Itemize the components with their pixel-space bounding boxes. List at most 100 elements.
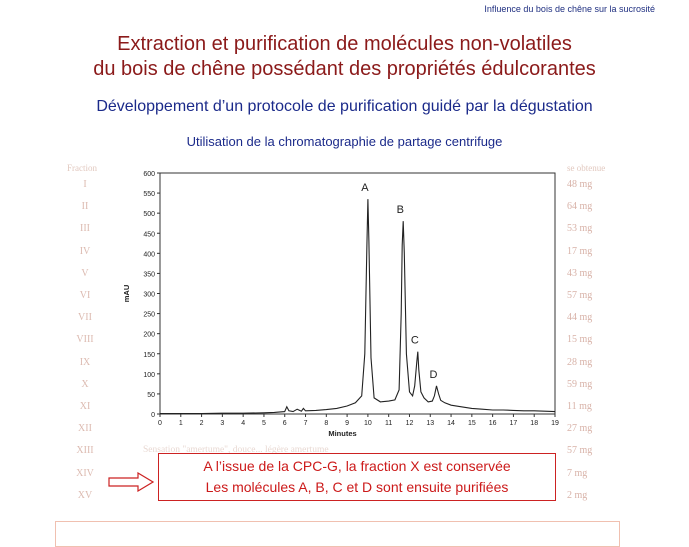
table-row: IV 17 mg xyxy=(55,241,620,263)
peak-label: A xyxy=(361,182,369,194)
table-row: XI 11 mg xyxy=(55,396,620,418)
page-title: Extraction et purification de molécules … xyxy=(0,32,689,82)
fraction-number: XIV xyxy=(76,467,94,479)
x-tick-label: 7 xyxy=(304,420,308,427)
fraction-mass: 44 mg xyxy=(567,312,593,324)
fraction-number: I xyxy=(83,179,87,190)
x-tick-label: 3 xyxy=(220,420,224,427)
x-tick-label: 0 xyxy=(158,420,162,427)
fraction-number: VII xyxy=(78,312,92,324)
fraction-mass: 48 mg xyxy=(567,179,593,190)
plot-frame xyxy=(159,172,556,415)
conclusion-line-1: A l’issue de la CPC-G, la fraction X est… xyxy=(203,458,511,474)
x-tick-label: 18 xyxy=(530,420,538,427)
peak-label: B xyxy=(397,204,404,216)
y-tick-label: 300 xyxy=(143,292,155,299)
table-row: X 59 mg xyxy=(55,374,620,396)
fraction-number: IV xyxy=(79,245,91,257)
y-tick-label: 400 xyxy=(143,251,155,258)
x-tick-label: 4 xyxy=(241,420,245,427)
fraction-number: XI xyxy=(79,401,91,412)
table-row: V 43 mg xyxy=(55,263,620,285)
fraction-mass: 57 mg xyxy=(567,290,593,301)
x-tick-label: 17 xyxy=(510,420,518,427)
table-row: II 64 mg xyxy=(55,196,620,218)
x-tick-label: 10 xyxy=(364,420,372,427)
fraction-mass: 28 mg xyxy=(567,356,593,368)
table-row: I 48 mg xyxy=(55,174,620,196)
x-tick-label: 6 xyxy=(283,420,287,427)
y-tick-label: 450 xyxy=(143,231,155,238)
x-tick-label: 2 xyxy=(200,420,204,427)
fraction-mass: 27 mg xyxy=(567,423,593,435)
chromatogram-chart: 0 50 100 150 200 250 300 350 400 450 500 550 600 0 1 2 3… xyxy=(115,165,565,440)
x-tick-label: 16 xyxy=(489,420,497,427)
fraction-number: XV xyxy=(77,489,93,501)
x-tick-label: 11 xyxy=(385,420,392,427)
table-row: III 53 mg xyxy=(55,218,620,240)
fraction-mass: 15 mg xyxy=(567,334,593,346)
column-header-fraction: Fraction xyxy=(67,163,97,173)
fraction-number: XII xyxy=(78,423,92,435)
conclusion-line-2: Les molécules A, B, C et D sont ensuite … xyxy=(205,479,509,495)
x-axis-label: Minutes xyxy=(328,429,356,438)
fraction-mass: 59 mg xyxy=(567,378,593,390)
subtitle: Développement d’un protocole de purifica… xyxy=(96,98,593,115)
fraction-number: II xyxy=(81,201,89,213)
fraction-mass: 17 mg xyxy=(567,245,593,257)
y-axis-label: mAU xyxy=(122,285,131,303)
table-row: XIV 7 mg xyxy=(55,463,620,485)
header-note: Influence du bois de chêne sur la sucros… xyxy=(484,4,655,14)
y-tick-label: 200 xyxy=(143,332,155,339)
table-row: XII 27 mg xyxy=(55,418,620,440)
x-tick-label: 5 xyxy=(262,420,266,427)
method-line: Utilisation de la chromatographie de par… xyxy=(186,134,503,149)
x-tick-label: 13 xyxy=(426,420,434,427)
fraction-description: Sensation "amertume", douce... légère am… xyxy=(143,445,329,456)
y-tick-label: 150 xyxy=(143,352,155,359)
fraction-mass: 53 mg xyxy=(567,223,593,235)
y-tick-label: 0 xyxy=(151,412,155,419)
y-tick-label: 500 xyxy=(143,211,155,218)
title-line-1: Extraction et purification de molécules … xyxy=(117,33,572,55)
conclusion-box: A l’issue de la CPC-G, la fraction X est… xyxy=(158,453,556,501)
highlight-row-x xyxy=(55,521,620,547)
table-row: VII 44 mg xyxy=(55,307,620,329)
fraction-number: XIII xyxy=(76,445,94,457)
y-tick-label: 250 xyxy=(143,312,155,319)
fraction-number: III xyxy=(80,223,90,235)
fraction-mass: 64 mg xyxy=(567,201,593,213)
x-tick-label: 19 xyxy=(551,420,559,427)
x-tick-label: 1 xyxy=(179,420,183,427)
peak-label: C xyxy=(411,335,419,347)
chromatogram-trace xyxy=(160,199,556,415)
right-arrow-icon xyxy=(108,472,154,492)
x-tick-label: 12 xyxy=(406,420,414,427)
fraction-number: V xyxy=(81,267,89,279)
y-tick-label: 100 xyxy=(143,372,155,379)
fraction-number: VIII xyxy=(76,334,94,346)
y-tick-label: 350 xyxy=(143,271,155,278)
fraction-number: VI xyxy=(79,290,91,301)
fraction-mass: 43 mg xyxy=(567,267,593,279)
y-tick-label: 550 xyxy=(143,191,155,198)
x-tick-label: 9 xyxy=(345,420,349,427)
fraction-number: X xyxy=(81,378,89,390)
x-tick-label: 14 xyxy=(447,420,455,427)
y-tick-label: 600 xyxy=(143,171,155,178)
fraction-mass: 57 mg xyxy=(567,445,593,457)
x-tick-label: 8 xyxy=(324,420,328,427)
fraction-mass: 7 mg xyxy=(567,467,588,479)
fraction-number: IX xyxy=(79,356,91,368)
table-row: IX 28 mg xyxy=(55,352,620,374)
fraction-mass: 11 mg xyxy=(567,401,592,412)
x-tick-label: 15 xyxy=(468,420,476,427)
peak-label: D xyxy=(430,369,438,381)
fraction-mass: 2 mg xyxy=(567,489,588,501)
y-tick-label: 50 xyxy=(147,392,155,399)
column-header-mass: se obtenue xyxy=(567,163,606,173)
title-line-2: du bois de chêne possédant des propriété… xyxy=(93,58,596,80)
table-row: XIII 57 mg Sensation "amertume", douce... … xyxy=(55,440,620,462)
table-row: VI 57 mg xyxy=(55,285,620,307)
